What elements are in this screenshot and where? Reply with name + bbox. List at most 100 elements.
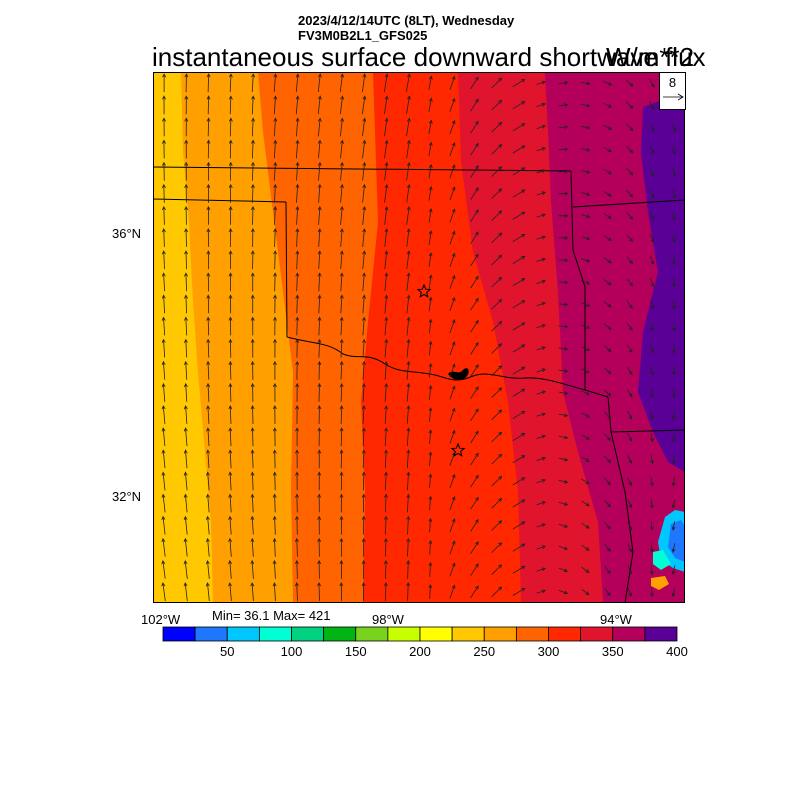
wind-arrow bbox=[406, 427, 411, 447]
wind-arrow bbox=[626, 145, 634, 154]
colorbar-swatch bbox=[483, 626, 517, 642]
wind-arrow bbox=[581, 368, 591, 374]
wind-arrow bbox=[491, 298, 503, 310]
wind-arrow bbox=[558, 125, 569, 130]
wind-arrow bbox=[406, 272, 411, 292]
wind-arrow bbox=[449, 119, 456, 135]
wind-arrow bbox=[384, 183, 389, 203]
wind-arrow bbox=[580, 192, 591, 196]
wind-arrow bbox=[603, 124, 613, 130]
wind-arrow bbox=[671, 498, 676, 509]
lat-label-32n: 32°N bbox=[112, 489, 142, 504]
wind-arrow bbox=[491, 276, 503, 288]
wind-arrow bbox=[428, 561, 433, 577]
wind-arrow bbox=[228, 183, 233, 203]
wind-arrow bbox=[228, 382, 233, 402]
wind-arrow bbox=[428, 185, 433, 201]
wind-arrow bbox=[512, 388, 526, 397]
wind-arrow bbox=[512, 432, 526, 442]
wind-arrow bbox=[384, 95, 389, 115]
wind-arrow bbox=[406, 515, 411, 535]
wind-arrow bbox=[361, 582, 366, 601]
wind-arrow bbox=[383, 581, 388, 601]
wind-arrow bbox=[449, 407, 456, 422]
wind-arrow bbox=[536, 390, 547, 395]
wind-arrow bbox=[580, 324, 591, 329]
wind-arrow bbox=[184, 183, 189, 203]
wind-arrow bbox=[317, 250, 322, 270]
wind-arrow bbox=[384, 493, 388, 513]
wind-arrow bbox=[558, 567, 569, 573]
wind-arrow bbox=[512, 455, 526, 464]
wind-arrow bbox=[536, 589, 547, 594]
wind-arrow bbox=[317, 582, 322, 601]
wind-arrow bbox=[206, 360, 211, 380]
wind-arrow bbox=[604, 499, 611, 508]
wind-arrow bbox=[272, 515, 277, 535]
wind-arrow bbox=[295, 183, 300, 203]
wind-arrow bbox=[272, 471, 277, 491]
wind-arrow bbox=[184, 117, 189, 137]
wind-arrow bbox=[273, 272, 277, 292]
wind-arrow bbox=[581, 588, 590, 596]
wind-arrow bbox=[184, 272, 188, 292]
wind-arrow bbox=[340, 117, 344, 137]
wind-arrow bbox=[339, 382, 344, 402]
wind-arrow bbox=[406, 493, 411, 513]
wind-arrow bbox=[604, 433, 612, 441]
vector-reference-box: 8 bbox=[659, 72, 686, 110]
wind-arrow bbox=[428, 539, 433, 555]
missouri-arkansas-border bbox=[572, 199, 685, 208]
wind-arrow bbox=[295, 272, 300, 292]
texas-panhandle-east bbox=[285, 201, 288, 338]
wind-arrow bbox=[536, 501, 547, 506]
wind-arrow bbox=[428, 252, 433, 268]
wind-arrow bbox=[672, 321, 676, 332]
wind-arrow bbox=[558, 324, 569, 329]
wind-arrow bbox=[491, 520, 503, 531]
wind-arrow bbox=[470, 209, 479, 222]
wind-arrow bbox=[295, 316, 300, 336]
wind-arrow bbox=[581, 412, 590, 418]
wind-arrow bbox=[250, 427, 255, 447]
wind-arrow bbox=[406, 360, 411, 380]
wind-arrow bbox=[205, 582, 210, 601]
colorbar-tick-label: 300 bbox=[537, 644, 560, 659]
wind-arrow bbox=[449, 473, 456, 489]
wind-arrow bbox=[558, 191, 569, 196]
wind-arrow bbox=[161, 250, 166, 270]
wind-arrow bbox=[384, 338, 389, 358]
wind-arrow bbox=[470, 408, 479, 422]
wind-arrow bbox=[362, 139, 367, 159]
wind-arrow bbox=[340, 139, 344, 159]
colorbar-swatch bbox=[580, 626, 614, 642]
wind-arrow bbox=[603, 80, 613, 86]
wind-arrow bbox=[205, 560, 210, 579]
wind-arrow bbox=[161, 294, 166, 314]
wind-arrow bbox=[671, 432, 676, 443]
wind-arrow bbox=[536, 324, 547, 329]
wind-arrow bbox=[603, 213, 612, 219]
wind-arrow bbox=[626, 322, 633, 331]
wind-arrow bbox=[580, 103, 591, 108]
wind-arrow bbox=[206, 250, 211, 270]
units-label: W/m**2 bbox=[606, 42, 695, 72]
wind-arrow bbox=[406, 250, 411, 270]
wind-arrow bbox=[162, 117, 166, 137]
wind-arrow bbox=[650, 432, 654, 443]
wind-arrow bbox=[317, 73, 322, 93]
wind-arrow bbox=[406, 183, 411, 203]
wind-arrow bbox=[626, 168, 634, 176]
wind-arrow bbox=[558, 80, 569, 85]
wind-arrow bbox=[512, 521, 526, 530]
wind-arrow bbox=[161, 382, 166, 402]
lon-label-94w: 94°W bbox=[600, 612, 632, 627]
wind-arrow bbox=[161, 205, 166, 225]
vector-reference-label: 8 bbox=[668, 75, 677, 90]
wind-arrow bbox=[536, 567, 547, 572]
wind-arrow bbox=[362, 316, 366, 336]
wind-arrow bbox=[250, 205, 255, 225]
wind-arrow bbox=[161, 427, 166, 447]
lat-label-36n: 36°N bbox=[112, 226, 142, 241]
wind-arrow bbox=[184, 228, 189, 247]
